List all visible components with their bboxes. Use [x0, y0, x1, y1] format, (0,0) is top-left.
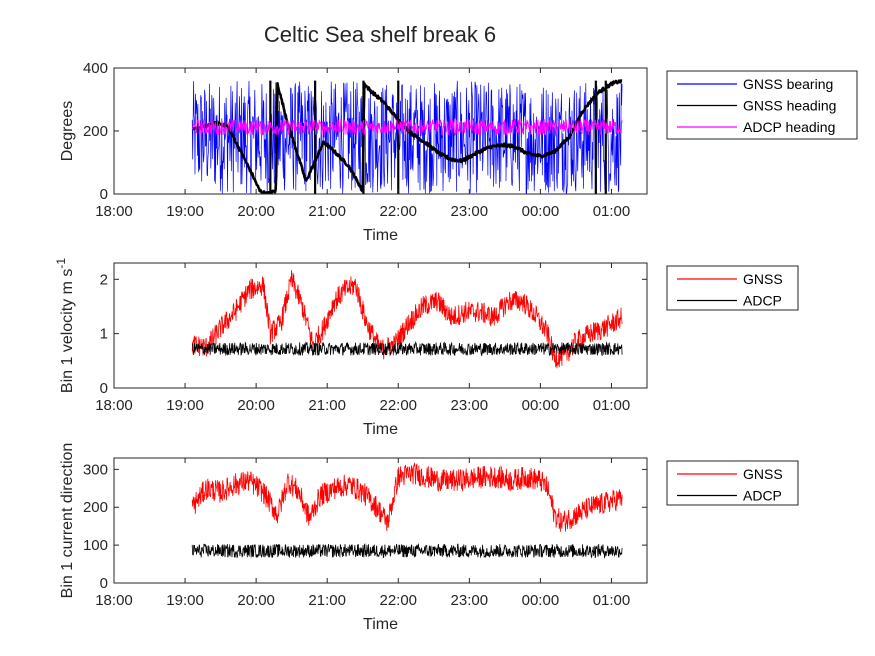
- x-tick-label: 01:00: [593, 203, 631, 220]
- y-axis-label-text: Bin 1 current direction: [59, 443, 76, 599]
- y-tick-label: 0: [100, 380, 108, 397]
- x-tick-label: 00:00: [522, 592, 560, 609]
- x-tick-label: 22:00: [379, 592, 417, 609]
- series-3-line: [191, 118, 623, 137]
- y-tick-label: 100: [83, 537, 108, 554]
- x-tick-label: 18:00: [95, 397, 133, 414]
- y-tick-label: 400: [83, 60, 108, 77]
- x-tick-label: 00:00: [522, 203, 560, 220]
- x-tick-label: 01:00: [593, 397, 631, 414]
- panel-3: 18:00 19:00 20:00 21:00 22:00 23:00 00:00 01:00…: [59, 443, 799, 633]
- legend: GNSS bearing GNSS heading ADCP heading: [666, 70, 858, 140]
- series-2: [191, 341, 623, 357]
- x-tick-label: 22:00: [379, 397, 417, 414]
- plot-area: [191, 270, 623, 369]
- legend-entry-label: GNSS bearing: [743, 76, 833, 92]
- x-tick-label: 20:00: [237, 397, 275, 414]
- x-tick-label: 01:00: [593, 592, 631, 609]
- legend: GNSS ADCP: [666, 460, 799, 506]
- y-tick-label: 200: [83, 123, 108, 140]
- legend-entry-label: ADCP heading: [743, 119, 835, 135]
- x-tick-label: 23:00: [451, 397, 489, 414]
- legend-entry-label: GNSS: [743, 271, 783, 287]
- x-tick-label: 20:00: [237, 592, 275, 609]
- x-tick-label: 21:00: [308, 397, 346, 414]
- series-3: [191, 118, 623, 137]
- y-axis-label-text: Degrees: [59, 101, 76, 161]
- series-2-line: [191, 341, 623, 357]
- panel-2: 18:00 19:00 20:00 21:00 22:00 23:00 00:00 01:00…: [54, 258, 799, 438]
- x-tick-label: 23:00: [451, 203, 489, 220]
- legend: GNSS ADCP: [666, 265, 799, 311]
- panel-1: 18:00 19:00 20:00 21:00 22:00 23:00 00:00 01:00…: [59, 60, 858, 244]
- legend-entry-label: ADCP: [743, 293, 782, 309]
- x-tick-label: 21:00: [308, 203, 346, 220]
- series-1-line: [191, 80, 623, 194]
- chart-title: Celtic Sea shelf break 6: [264, 22, 496, 47]
- series-2: [191, 543, 623, 560]
- y-axis-label: Bin 1 velocity m s-1: [54, 258, 76, 393]
- legend-entry-label: GNSS heading: [743, 98, 836, 114]
- y-tick-label: 0: [100, 575, 108, 592]
- y-axis-label: Degrees: [59, 101, 76, 161]
- y-tick-label: 2: [100, 271, 108, 288]
- x-axis-label: Time: [363, 421, 398, 438]
- series-1: [191, 462, 623, 532]
- y-axis-label: Bin 1 current direction: [59, 443, 76, 599]
- series-1: [191, 80, 623, 194]
- legend-entry-label: ADCP: [743, 488, 782, 504]
- x-tick-label: 20:00: [237, 203, 275, 220]
- plot-area: [191, 79, 623, 194]
- axes-box: [113, 457, 648, 584]
- series-1-line: [191, 462, 623, 532]
- axes-box: [113, 262, 648, 389]
- x-tick-label: 19:00: [166, 203, 204, 220]
- x-tick-label: 18:00: [95, 203, 133, 220]
- y-tick-label: 200: [83, 499, 108, 516]
- x-axis-label: Time: [363, 616, 398, 633]
- y-axis-label-superscript: -1: [54, 258, 68, 269]
- x-tick-label: 00:00: [522, 397, 560, 414]
- x-tick-label: 18:00: [95, 592, 133, 609]
- x-tick-label: 22:00: [379, 203, 417, 220]
- legend-box: [666, 265, 799, 311]
- series-2-line: [191, 543, 623, 560]
- y-tick-label: 1: [100, 326, 108, 343]
- y-axis-label-text: Bin 1 velocity m s: [59, 269, 76, 393]
- x-tick-label: 19:00: [166, 592, 204, 609]
- x-axis-label: Time: [363, 227, 398, 244]
- legend-box: [666, 460, 799, 506]
- y-tick-label: 300: [83, 461, 108, 478]
- x-tick-label: 21:00: [308, 592, 346, 609]
- legend-entry-label: GNSS: [743, 466, 783, 482]
- x-tick-label: 19:00: [166, 397, 204, 414]
- x-tick-label: 23:00: [451, 592, 489, 609]
- plot-area: [191, 462, 623, 560]
- y-tick-label: 0: [100, 186, 108, 203]
